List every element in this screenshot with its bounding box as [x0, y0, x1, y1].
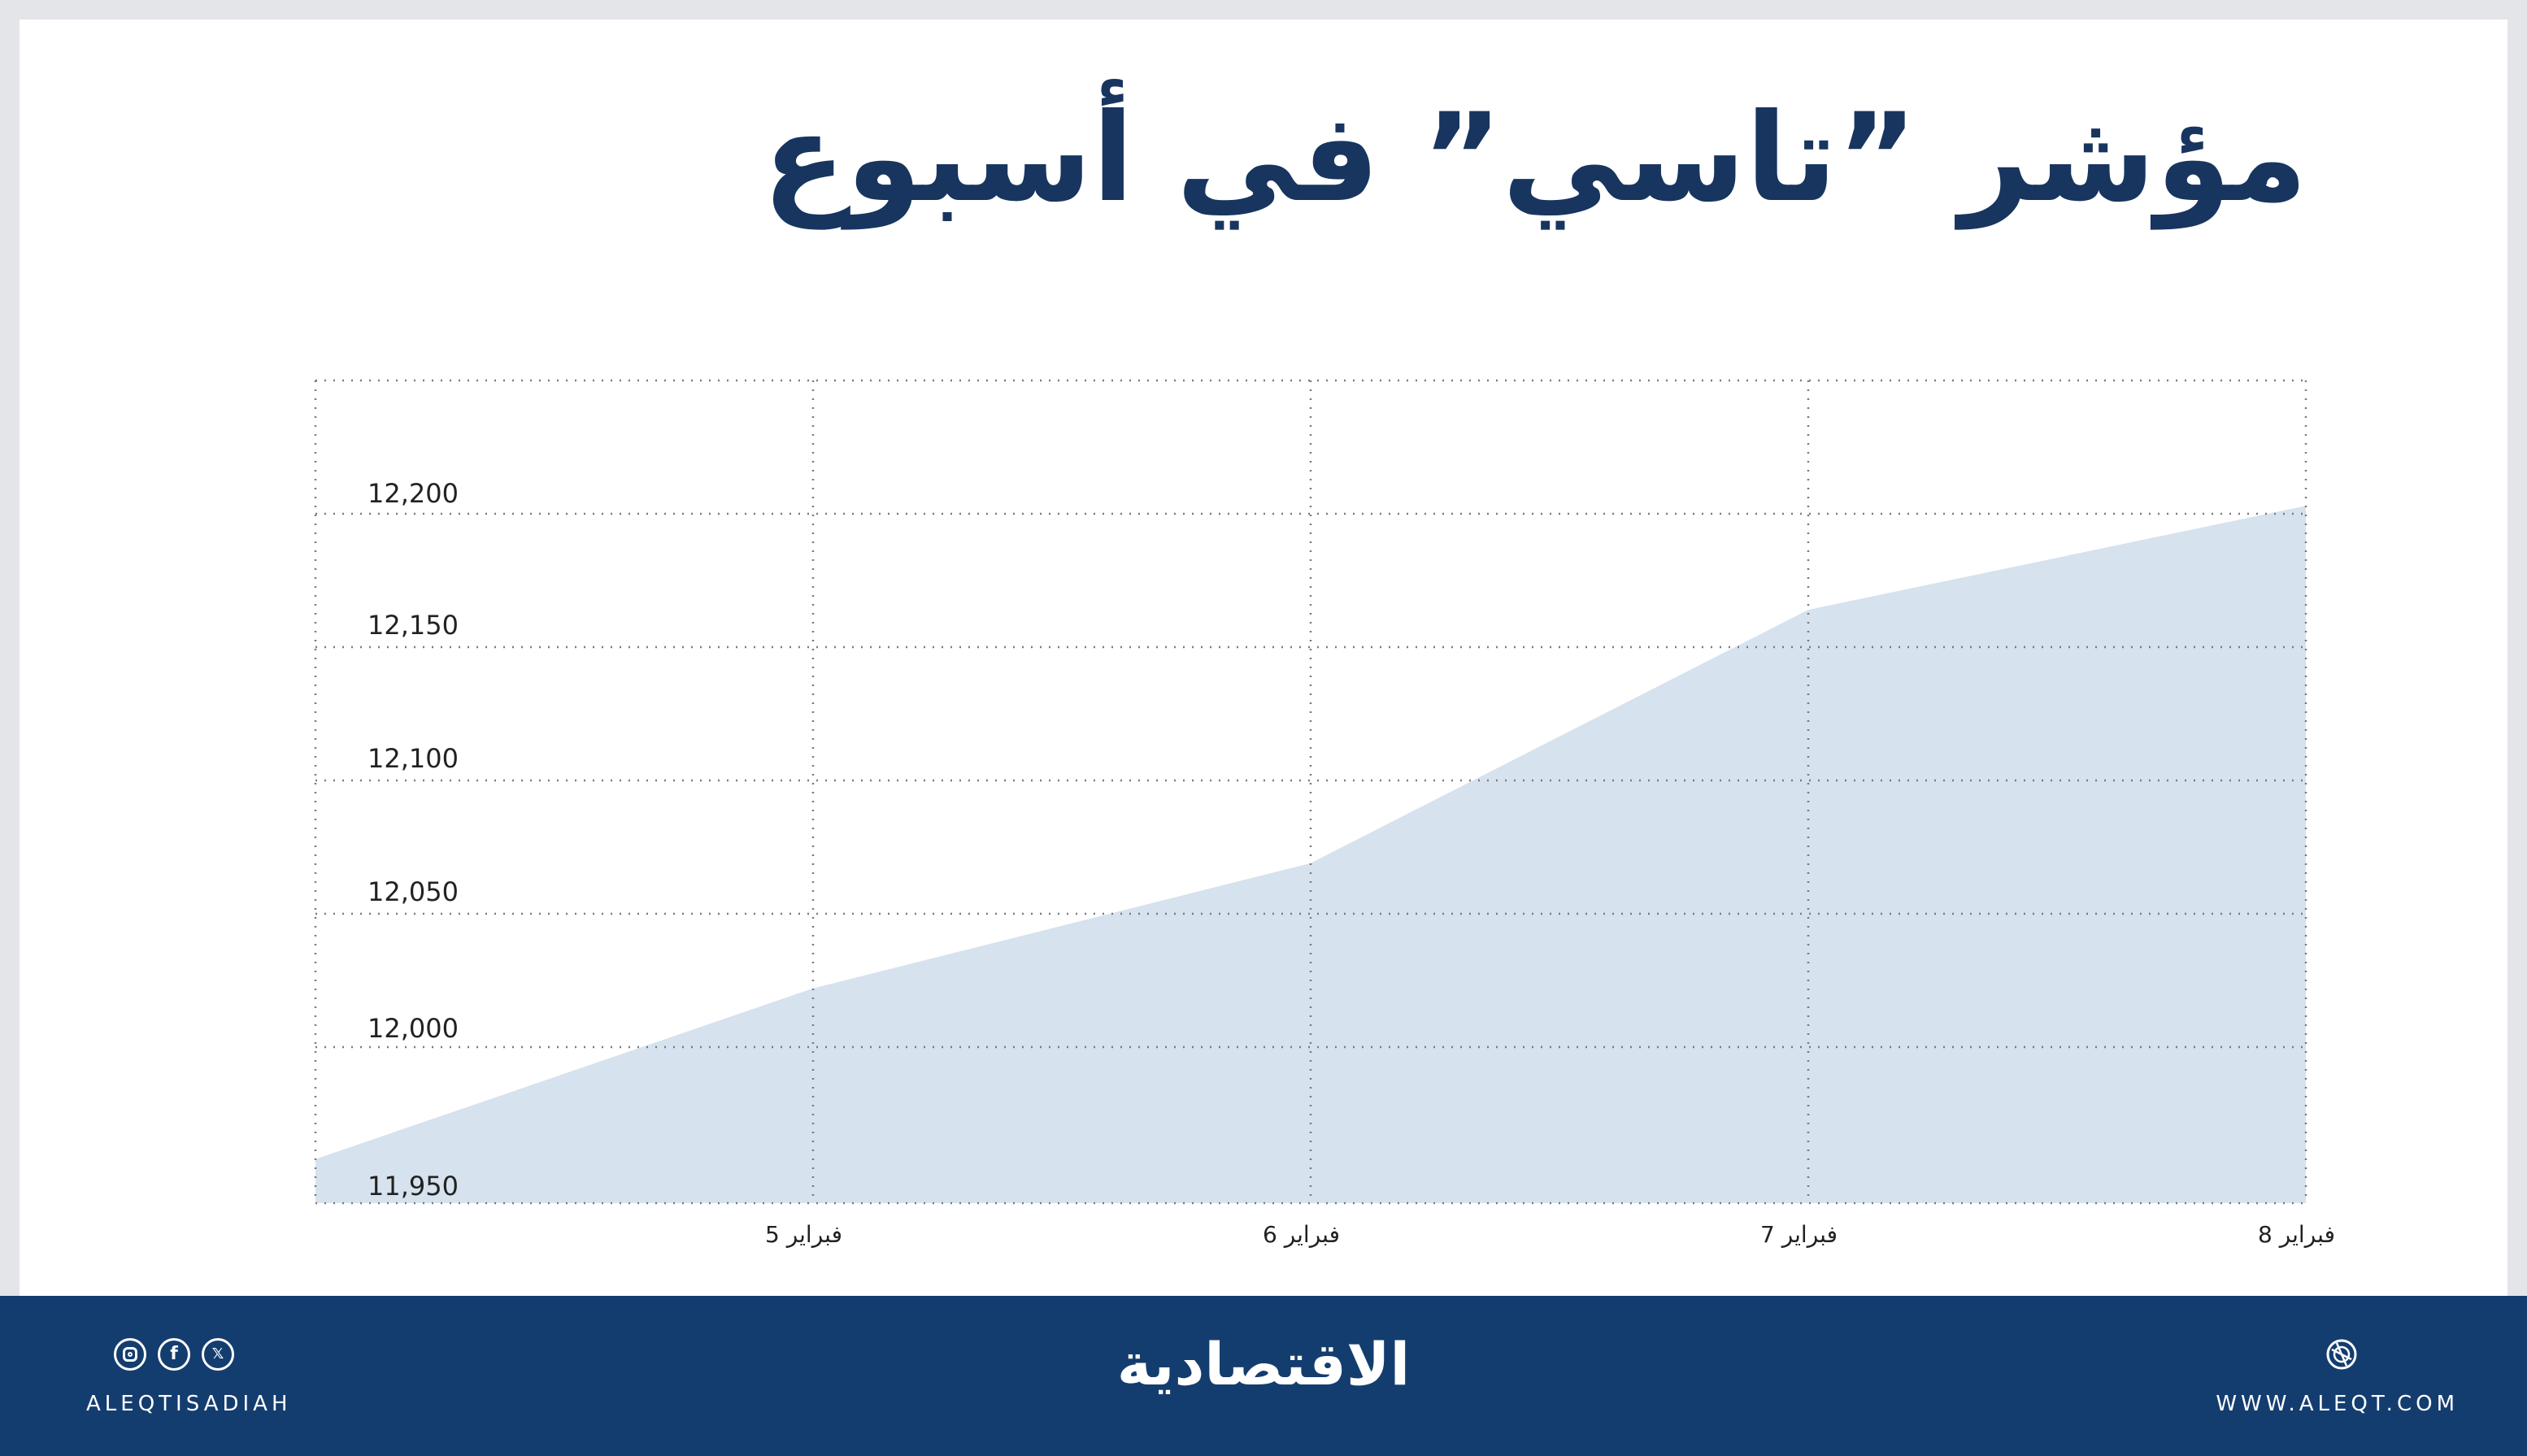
footer-bar: f 𝕏 ALEQTISADIAH الاقتصادية WWW.ALEQT.CO… — [0, 1296, 2527, 1456]
x-tick-label: 5 فبراير — [765, 1221, 842, 1248]
x-tick-label: 8 فبراير — [2258, 1221, 2335, 1248]
area-series — [315, 506, 2306, 1203]
brand-logo: الاقتصادية — [1116, 1330, 1411, 1398]
instagram-icon[interactable] — [114, 1338, 146, 1371]
social-handle[interactable]: ALEQTISADIAH — [86, 1392, 292, 1416]
x-tick-label: 7 فبراير — [1760, 1221, 1838, 1248]
area-chart: 12,200 12,150 12,100 12,050 12,000 11,950 5 فب… — [314, 379, 2335, 1248]
y-tick-label: 12,050 — [368, 876, 459, 907]
chart-title: مؤشر ”تاسي” في أسبوع — [762, 88, 2307, 229]
y-tick-label: 12,000 — [368, 1013, 459, 1044]
y-tick-label: 12,200 — [368, 478, 459, 509]
y-tick-label: 12,150 — [368, 610, 459, 641]
social-icons: f 𝕏 — [114, 1338, 234, 1371]
chart-labels: 12,200 12,150 12,100 12,050 12,000 11,950 5 فب… — [368, 478, 2335, 1248]
y-tick-label: 12,100 — [368, 743, 459, 774]
chart-grid — [314, 379, 2307, 1205]
x-icon[interactable]: 𝕏 — [202, 1338, 234, 1371]
x-tick-label: 6 فبراير — [1263, 1221, 1340, 1248]
facebook-icon[interactable]: f — [158, 1338, 190, 1371]
y-tick-label: 11,950 — [368, 1171, 459, 1202]
globe-icon — [2325, 1338, 2358, 1374]
website-url[interactable]: WWW.ALEQT.COM — [2216, 1392, 2459, 1416]
